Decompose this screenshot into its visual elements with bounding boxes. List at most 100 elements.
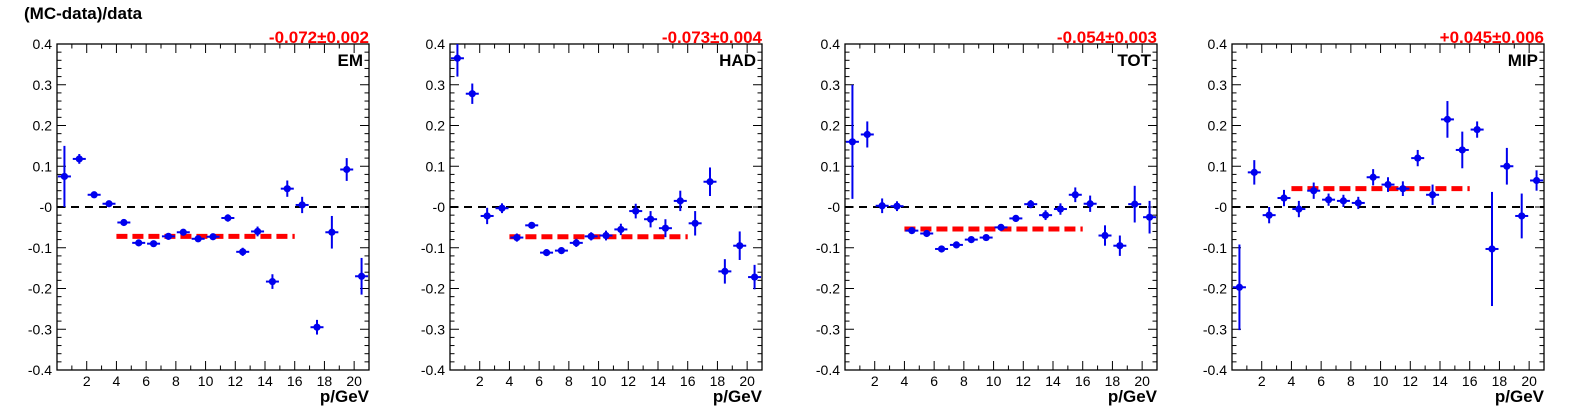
y-tick-label: 0.4: [821, 36, 841, 52]
y-tick-label: 0.3: [821, 77, 841, 93]
data-point: [453, 54, 462, 62]
data-point: [120, 218, 128, 227]
x-tick-label: 2: [871, 373, 879, 389]
x-tick-label: 4: [901, 373, 909, 389]
data-point: [863, 130, 871, 139]
data-point: [513, 233, 521, 242]
data-point: [1428, 191, 1437, 199]
data-point: [691, 219, 699, 227]
data-point: [997, 223, 1005, 231]
data-point: [209, 233, 217, 241]
data-point: [90, 191, 98, 199]
x-tick-label: 18: [1105, 373, 1121, 389]
y-tick-label: 0.4: [33, 36, 53, 52]
data-point: [1116, 242, 1124, 250]
x-tick-label: 20: [346, 373, 362, 389]
y-tick-label: 0.4: [426, 36, 446, 52]
data-point: [661, 224, 670, 232]
fit-result-label: -0.073±0.004: [662, 28, 763, 47]
data-point: [1265, 211, 1273, 219]
y-tick-label: -0.4: [816, 362, 840, 378]
data-point: [179, 228, 187, 236]
x-tick-label: 2: [476, 373, 484, 389]
data-point: [313, 323, 321, 331]
y-tick-label: -0: [40, 199, 53, 215]
data-point: [60, 172, 69, 181]
data-point: [328, 228, 336, 236]
x-tick-label: 6: [930, 373, 938, 389]
x-tick-label: 14: [1432, 373, 1448, 389]
data-point: [468, 90, 476, 98]
x-tick-label: 4: [1288, 373, 1296, 389]
data-point: [602, 231, 610, 240]
y-tick-label: 0.4: [1208, 36, 1228, 52]
data-point: [1532, 176, 1541, 185]
data-point: [1488, 245, 1496, 253]
y-tick-label: -0.1: [28, 240, 52, 256]
y-tick-label: -0.1: [816, 240, 840, 256]
x-tick-label: 16: [1462, 373, 1478, 389]
fit-result-label: -0.072±0.002: [269, 28, 369, 47]
x-tick-label: 18: [710, 373, 726, 389]
y-tick-label: 0.3: [33, 77, 53, 93]
x-tick-label: 18: [1492, 373, 1508, 389]
data-point: [298, 201, 306, 209]
y-tick-label: 0.1: [1208, 158, 1228, 174]
y-tick-label: -0.3: [421, 321, 445, 337]
x-tick-label: 8: [565, 373, 573, 389]
y-tick-label: -0.1: [421, 240, 445, 256]
data-point: [750, 273, 759, 281]
data-point: [1250, 168, 1258, 176]
data-point: [617, 225, 625, 234]
data-point: [1145, 213, 1154, 221]
y-tick-label: -0.2: [28, 281, 52, 297]
y-tick-label: -0.4: [1203, 362, 1227, 378]
x-tick-label: 8: [172, 373, 180, 389]
y-tick-label: -0.2: [1203, 281, 1227, 297]
chart-panel-mip: -0.4 -0.3 -0.2 -0.1 -0 0.1 0.2 0.3 0.4 2 4 6 8 10 12 14…: [1203, 28, 1545, 406]
chart-panel-em: -0.4 -0.3 -0.2 -0.1 -0 0.1 0.2 0.3 0.4 2 4 6 8 10 12 14…: [28, 28, 370, 406]
data-point: [1458, 146, 1466, 154]
data-point: [1012, 214, 1020, 223]
data-point: [952, 241, 961, 249]
x-tick-label: 20: [1134, 373, 1150, 389]
y-tick-label: -0.2: [421, 281, 445, 297]
y-tick-label: -0.3: [28, 321, 52, 337]
data-point: [1443, 115, 1452, 123]
data-point: [343, 165, 351, 174]
x-tick-label: 2: [83, 373, 91, 389]
data-point: [908, 227, 916, 235]
data-point: [557, 247, 566, 255]
y-tick-label: 0.1: [426, 158, 446, 174]
x-tick-label: 6: [535, 373, 543, 389]
fit-result-label: -0.054±0.003: [1057, 28, 1157, 47]
x-tick-label: 6: [142, 373, 150, 389]
data-point: [1518, 212, 1526, 220]
data-point: [937, 245, 946, 253]
data-point: [268, 277, 277, 286]
x-tick-label: 14: [650, 373, 666, 389]
data-point: [194, 235, 202, 243]
x-axis-title: p/GeV: [1108, 387, 1158, 406]
x-tick-label: 8: [1347, 373, 1355, 389]
data-point: [105, 200, 113, 208]
data-point: [982, 233, 990, 242]
data-point: [1280, 194, 1288, 202]
x-tick-label: 12: [227, 373, 243, 389]
panel-label: EM: [338, 51, 364, 70]
data-point: [1503, 162, 1511, 170]
x-tick-label: 12: [1402, 373, 1418, 389]
x-tick-label: 16: [1075, 373, 1091, 389]
y-tick-label: -0.3: [816, 321, 840, 337]
x-tick-label: 4: [113, 373, 121, 389]
data-point: [1399, 185, 1407, 193]
data-point: [239, 248, 247, 256]
data-point: [646, 215, 655, 223]
data-point: [1071, 191, 1079, 199]
data-point: [1131, 200, 1139, 208]
data-point: [253, 227, 262, 236]
data-point: [1235, 283, 1244, 291]
x-tick-label: 4: [506, 373, 514, 389]
